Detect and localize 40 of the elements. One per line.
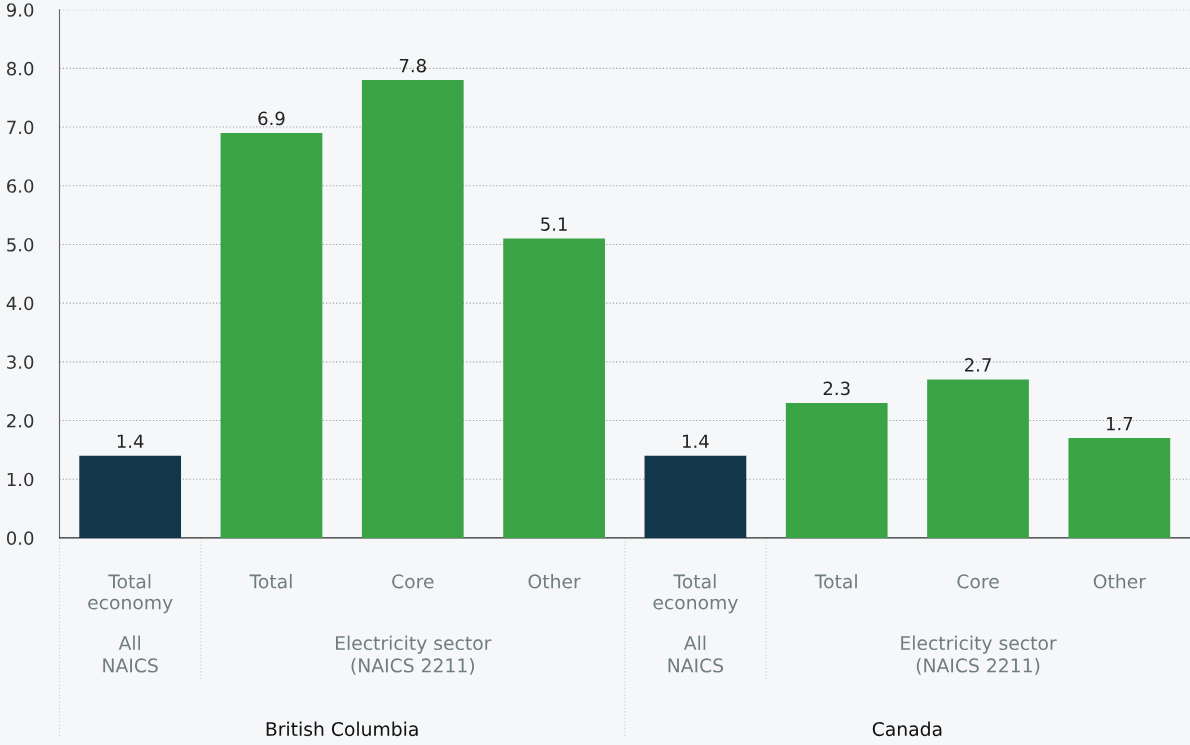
y-tick-label: 8.0 — [7, 61, 34, 76]
data-label: 7.8 — [399, 58, 426, 73]
x-tick-label: Total economy — [88, 574, 173, 614]
text: Canada — [872, 721, 942, 737]
data-label: 6.9 — [258, 111, 285, 126]
x-tick-label: Other — [528, 574, 581, 589]
y-tick-label: 9.0 — [6, 3, 34, 17]
text: All NAICS — [668, 635, 724, 673]
bar — [644, 455, 747, 538]
x-tick-label: Core — [957, 574, 999, 589]
text: Electricity sector (NAICS 2211) — [901, 635, 1057, 675]
y-tick-label: 5.0 — [7, 237, 34, 252]
y-tick-label: 6.0 — [7, 179, 34, 193]
y-tick-label: 1.0 — [7, 472, 34, 487]
bar — [927, 379, 1029, 538]
x-tick-label: Total — [249, 574, 292, 589]
x-tick-label: Total — [814, 574, 857, 589]
text: Electricity sector (NAICS 2211) — [336, 635, 492, 675]
data-label: 1.7 — [1106, 417, 1133, 431]
y-tick-label: 7.0 — [7, 120, 34, 135]
y-tick-label: 3.0 — [7, 355, 34, 369]
data-label: 2.3 — [823, 381, 850, 396]
bar — [361, 80, 464, 538]
bar — [220, 132, 323, 538]
x-tick-label: Total economy — [653, 574, 738, 614]
y-tick-label: 2.0 — [7, 413, 34, 428]
data-label: 1.4 — [683, 434, 709, 448]
data-label: 2.7 — [965, 358, 991, 372]
x-tick-label: Core — [392, 574, 434, 589]
bar — [79, 455, 182, 538]
bar — [1068, 438, 1171, 538]
data-label: 1.4 — [117, 434, 144, 448]
bar — [785, 402, 888, 538]
text: British Columbia — [266, 721, 418, 737]
y-tick-label: 4.0 — [6, 296, 34, 311]
text: All NAICS — [103, 635, 158, 673]
bar — [503, 238, 605, 538]
x-tick-label: Other — [1093, 574, 1146, 589]
data-label: 5.1 — [541, 217, 567, 231]
y-tick-label: 0.0 — [6, 531, 34, 546]
